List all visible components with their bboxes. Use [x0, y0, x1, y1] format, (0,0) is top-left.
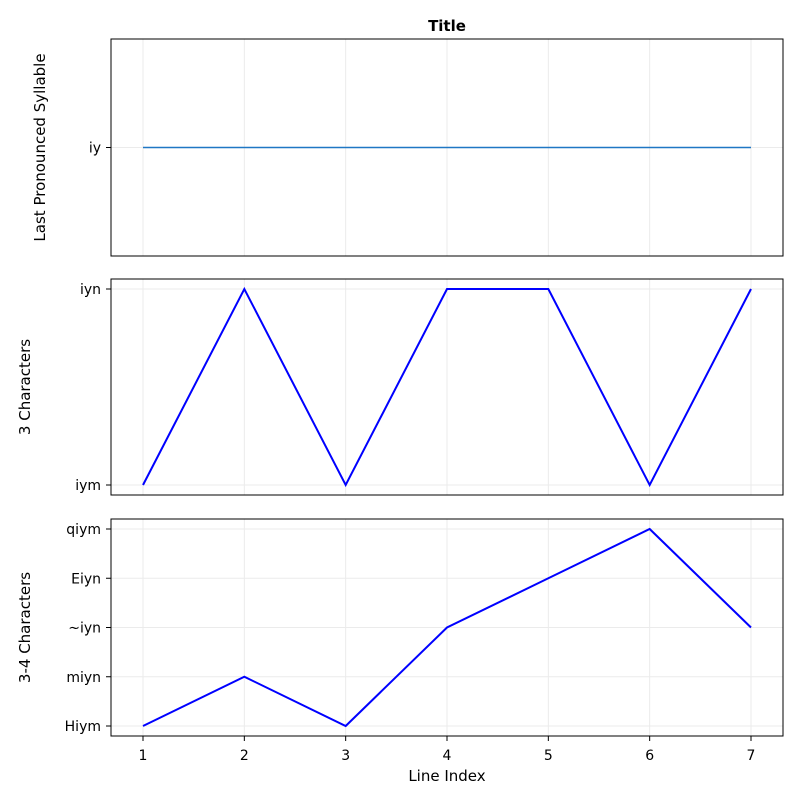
y-tick-label: iym [75, 478, 101, 494]
x-tick-label: 2 [240, 748, 249, 764]
chart-title: Title [428, 17, 466, 35]
x-tick-label: 5 [544, 748, 553, 764]
panel-1 [106, 38, 784, 257]
x-tick-label: 4 [443, 748, 452, 764]
x-tick-label: 6 [645, 748, 654, 764]
y-tick-label: Eiyn [71, 571, 101, 587]
panel-frame [110, 38, 784, 257]
x-tick-label: 1 [139, 748, 148, 764]
y-tick-label: Hiym [65, 719, 101, 735]
x-tick-label: 3 [341, 748, 350, 764]
series-line [142, 286, 752, 488]
y-tick-label: miyn [66, 670, 101, 686]
panel-frame [110, 278, 784, 496]
y-axis-label: 3 Characters [16, 339, 34, 435]
panel-2 [106, 278, 784, 496]
y-axis-label: 3-4 Characters [16, 572, 34, 683]
y-axis-label: Last Pronounced Syllable [31, 53, 49, 241]
series-line [142, 527, 752, 728]
x-axis-label: Line Index [408, 767, 485, 785]
x-tick-label: 7 [747, 748, 756, 764]
y-tick-label: iyn [80, 282, 101, 298]
y-tick-label: iy [89, 141, 101, 157]
panel-3 [106, 518, 784, 741]
y-tick-label: ~iyn [68, 621, 101, 637]
y-tick-label: qiym [66, 522, 101, 538]
